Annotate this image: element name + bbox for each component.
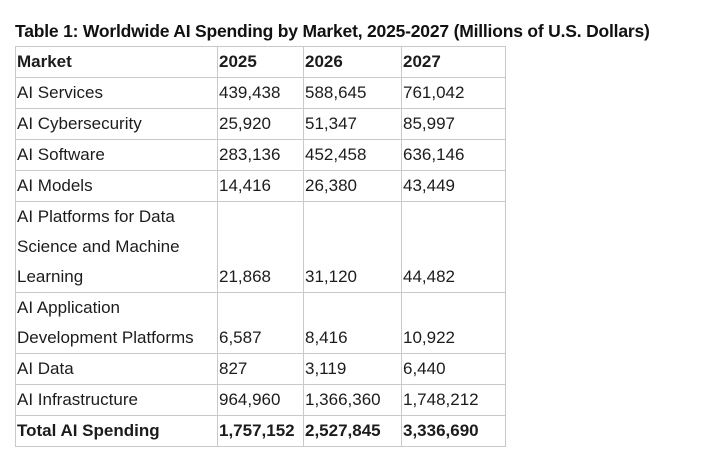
value-2026-cell: 51,347 bbox=[303, 108, 402, 140]
table-row: AI Models 14,416 26,380 43,449 bbox=[15, 170, 506, 202]
total-row: Total AI Spending 1,757,152 2,527,845 3,… bbox=[15, 415, 506, 447]
table-row: AI Platforms for Data Science and Machin… bbox=[15, 201, 506, 293]
value-2025-cell: 283,136 bbox=[217, 139, 304, 171]
header-2025: 2025 bbox=[217, 46, 304, 78]
value-2025-cell: 6,587 bbox=[217, 292, 304, 354]
value-2026-cell: 31,120 bbox=[303, 201, 402, 293]
header-market: Market bbox=[15, 46, 218, 78]
value-2027-cell: 44,482 bbox=[401, 201, 506, 293]
value-2026-cell: 26,380 bbox=[303, 170, 402, 202]
total-2025-cell: 1,757,152 bbox=[217, 415, 304, 447]
market-cell: AI Infrastructure bbox=[15, 384, 218, 416]
header-2026: 2026 bbox=[303, 46, 402, 78]
value-2025-cell: 827 bbox=[217, 353, 304, 385]
value-2025-cell: 25,920 bbox=[217, 108, 304, 140]
table-row: AI Services 439,438 588,645 761,042 bbox=[15, 77, 506, 109]
value-2026-cell: 452,458 bbox=[303, 139, 402, 171]
value-2026-cell: 1,366,360 bbox=[303, 384, 402, 416]
value-2025-cell: 14,416 bbox=[217, 170, 304, 202]
market-cell: AI Application Development Platforms bbox=[15, 292, 218, 354]
value-2027-cell: 43,449 bbox=[401, 170, 506, 202]
market-cell: AI Software bbox=[15, 139, 218, 171]
value-2027-cell: 85,997 bbox=[401, 108, 506, 140]
value-2025-cell: 439,438 bbox=[217, 77, 304, 109]
ai-spending-table: Market 2025 2026 2027 AI Services 439,43… bbox=[15, 46, 506, 447]
value-2025-cell: 964,960 bbox=[217, 384, 304, 416]
value-2027-cell: 1,748,212 bbox=[401, 384, 506, 416]
market-cell: AI Models bbox=[15, 170, 218, 202]
value-2027-cell: 761,042 bbox=[401, 77, 506, 109]
total-2026-cell: 2,527,845 bbox=[303, 415, 402, 447]
value-2026-cell: 3,119 bbox=[303, 353, 402, 385]
table-row: AI Infrastructure 964,960 1,366,360 1,74… bbox=[15, 384, 506, 416]
market-cell: AI Data bbox=[15, 353, 218, 385]
table-row: AI Cybersecurity 25,920 51,347 85,997 bbox=[15, 108, 506, 140]
value-2027-cell: 10,922 bbox=[401, 292, 506, 354]
value-2026-cell: 588,645 bbox=[303, 77, 402, 109]
market-cell: AI Services bbox=[15, 77, 218, 109]
market-cell: AI Cybersecurity bbox=[15, 108, 218, 140]
total-label-cell: Total AI Spending bbox=[15, 415, 218, 447]
table-row: AI Application Development Platforms 6,5… bbox=[15, 292, 506, 354]
total-2027-cell: 3,336,690 bbox=[401, 415, 506, 447]
value-2027-cell: 636,146 bbox=[401, 139, 506, 171]
market-cell: AI Platforms for Data Science and Machin… bbox=[15, 201, 218, 293]
value-2025-cell: 21,868 bbox=[217, 201, 304, 293]
header-row: Market 2025 2026 2027 bbox=[15, 46, 506, 78]
table-caption: Table 1: Worldwide AI Spending by Market… bbox=[15, 21, 650, 41]
header-2027: 2027 bbox=[401, 46, 506, 78]
value-2027-cell: 6,440 bbox=[401, 353, 506, 385]
table-row: AI Software 283,136 452,458 636,146 bbox=[15, 139, 506, 171]
table-row: AI Data 827 3,119 6,440 bbox=[15, 353, 506, 385]
value-2026-cell: 8,416 bbox=[303, 292, 402, 354]
